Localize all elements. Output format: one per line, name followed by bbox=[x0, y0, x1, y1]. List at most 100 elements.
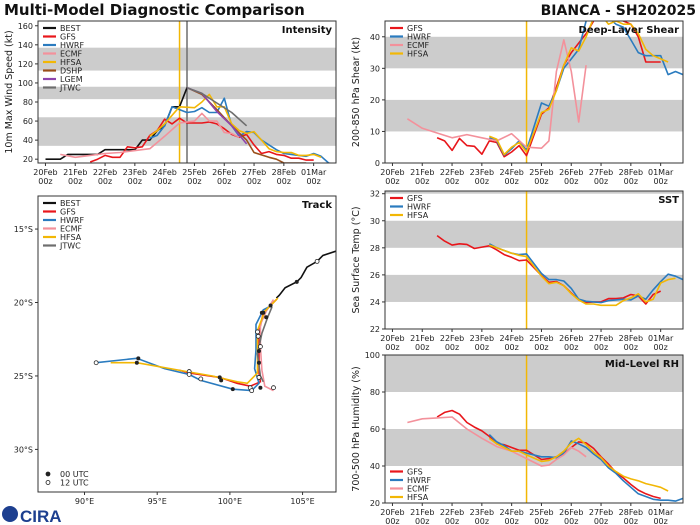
legend-label: HWRF bbox=[407, 203, 431, 212]
x-tick-label-date: 28Feb bbox=[619, 168, 643, 177]
track-marker-00utc bbox=[134, 360, 139, 365]
series-line-hfsa bbox=[149, 93, 322, 159]
series-line-hfsa bbox=[488, 437, 669, 492]
x-tick-label-hour: 00z bbox=[68, 177, 82, 186]
x-tick-label-hour: 00z bbox=[504, 517, 518, 525]
panel-sst: 22242628303220Feb00z21Feb00z22Feb00z23Fe… bbox=[351, 190, 684, 352]
panel-title: Deep-Layer Shear bbox=[579, 25, 680, 36]
x-tick-label-date: 23Feb bbox=[470, 168, 494, 177]
marker-legend-label: 12 UTC bbox=[60, 479, 89, 488]
x-tick-label-date: 28Feb bbox=[619, 334, 643, 343]
lat-tick-label: 20°S bbox=[14, 299, 33, 308]
y-tick-label: 40 bbox=[370, 462, 380, 471]
lat-tick-label: 25°S bbox=[14, 372, 33, 381]
x-tick-label-hour: 00z bbox=[187, 177, 201, 186]
figure-title: Multi-Model Diagnostic Comparison bbox=[4, 1, 305, 19]
x-tick-label-date: 25Feb bbox=[182, 168, 206, 177]
x-tick-label-hour: 00z bbox=[217, 177, 231, 186]
x-tick-label-hour: 00z bbox=[475, 343, 489, 352]
storm-id: BIANCA - SH202025 bbox=[541, 3, 696, 19]
panel-track: 90°E 95°E 100°E 105°E 15°S 20°S 25°S 30°S Track B… bbox=[14, 195, 337, 506]
y-tick-label: 20 bbox=[370, 499, 380, 508]
track-marker-12utc bbox=[314, 258, 320, 264]
x-tick-label-hour: 00z bbox=[534, 517, 548, 525]
legend-label: ECMF bbox=[407, 485, 430, 494]
track-marker-00utc bbox=[268, 303, 273, 308]
series-line-hwrf bbox=[488, 243, 683, 304]
plot-frame bbox=[384, 190, 684, 330]
legend-label: GFS bbox=[407, 194, 423, 203]
cira-emblem-icon bbox=[2, 506, 18, 522]
x-tick-label-hour: 00z bbox=[128, 177, 142, 186]
y-tick-label: 22 bbox=[370, 325, 380, 334]
y-tick-label: 40 bbox=[23, 136, 33, 145]
y-tick-label: 28 bbox=[370, 244, 380, 253]
track-line-best bbox=[275, 250, 336, 299]
panel-intensity: 2040608010012014016020Feb00z21Feb00z22Fe… bbox=[4, 20, 337, 186]
x-tick-label-date: 22Feb bbox=[93, 168, 117, 177]
track-marker-12utc bbox=[256, 375, 262, 380]
legend-label: BEST bbox=[60, 24, 81, 33]
x-tick-label-date: 24Feb bbox=[499, 508, 523, 517]
open-circle-icon bbox=[45, 480, 51, 485]
track-marker-00utc bbox=[230, 387, 235, 392]
cira-logo-text: CIRA bbox=[20, 507, 62, 525]
y-tick-label: 24 bbox=[370, 298, 380, 307]
x-tick-label-hour: 00z bbox=[504, 343, 518, 352]
track-marker-12utc bbox=[249, 388, 255, 394]
track-marker-00utc bbox=[219, 378, 224, 383]
y-tick-label: 60 bbox=[23, 117, 33, 126]
x-tick-label-hour: 00z bbox=[594, 343, 608, 352]
lon-tick-label: 95°E bbox=[148, 497, 167, 506]
legend-label: HWRF bbox=[60, 216, 84, 225]
legend-label: HFSA bbox=[407, 50, 429, 59]
legend-label: JTWC bbox=[59, 84, 81, 93]
y-axis-label: 200-850 hPa Shear (kt) bbox=[351, 37, 362, 147]
x-tick-label-date: 20Feb bbox=[33, 168, 57, 177]
y-tick-label: 100 bbox=[18, 79, 33, 88]
y-tick-label: 60 bbox=[370, 425, 380, 434]
track-marker-00utc bbox=[256, 360, 261, 365]
x-tick-label-date: 01Mar bbox=[648, 168, 674, 177]
x-tick-label-hour: 00z bbox=[594, 177, 608, 186]
x-tick-label-date: 24Feb bbox=[152, 168, 176, 177]
x-tick-label-date: 26Feb bbox=[559, 508, 583, 517]
x-tick-label-date: 26Feb bbox=[212, 168, 236, 177]
x-tick-label-hour: 00z bbox=[475, 517, 489, 525]
y-tick-label: 140 bbox=[18, 41, 33, 50]
x-tick-label-hour: 00z bbox=[415, 343, 429, 352]
x-tick-label-hour: 00z bbox=[564, 177, 578, 186]
x-tick-label-hour: 00z bbox=[98, 177, 112, 186]
legend-label: JTWC bbox=[59, 242, 81, 251]
legend-label: BEST bbox=[60, 199, 81, 208]
x-tick-label-hour: 00z bbox=[594, 517, 608, 525]
legend-label: HFSA bbox=[407, 493, 429, 502]
track-line-hfsa bbox=[110, 297, 279, 385]
x-tick-label-date: 21Feb bbox=[63, 168, 87, 177]
legend-label: HFSA bbox=[407, 211, 429, 220]
threshold-band bbox=[385, 274, 683, 302]
threshold-band bbox=[385, 429, 683, 466]
x-tick-label-date: 26Feb bbox=[559, 334, 583, 343]
x-tick-label-hour: 00z bbox=[624, 343, 638, 352]
x-tick-label-hour: 00z bbox=[306, 177, 320, 186]
y-tick-label: 120 bbox=[18, 60, 33, 69]
x-tick-label-date: 27Feb bbox=[589, 168, 613, 177]
x-tick-label-hour: 00z bbox=[624, 177, 638, 186]
series-line-jtwc bbox=[186, 86, 248, 127]
track-marker-12utc bbox=[93, 360, 99, 366]
track-marker-12utc bbox=[258, 344, 263, 349]
threshold-band bbox=[385, 191, 683, 194]
y-tick-label: 26 bbox=[370, 271, 380, 280]
y-tick-label: 32 bbox=[370, 190, 380, 199]
plot-area bbox=[385, 191, 683, 329]
track-marker-12utc bbox=[255, 333, 261, 339]
track-marker-00utc bbox=[256, 348, 261, 353]
legend-label: ECMF bbox=[60, 50, 83, 59]
track-marker-00utc bbox=[258, 385, 263, 390]
x-tick-label-date: 01Mar bbox=[301, 168, 327, 177]
y-axis-label: Sea Surface Temp (°C) bbox=[351, 206, 362, 313]
y-tick-label: 100 bbox=[365, 351, 380, 360]
x-tick-label-date: 21Feb bbox=[410, 168, 434, 177]
x-tick-label-date: 23Feb bbox=[470, 334, 494, 343]
